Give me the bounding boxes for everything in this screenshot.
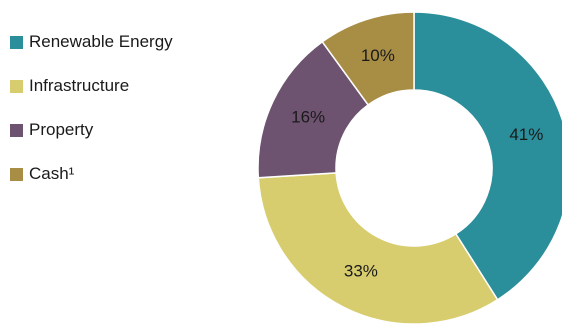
legend-swatch-cash [10, 167, 23, 181]
donut-slice-renewable-energy [413, 11, 562, 301]
legend-swatch-property [10, 123, 23, 137]
data-label-infrastructure: 33% [344, 262, 378, 281]
donut-slice-cash [321, 11, 415, 106]
data-label-property: 16% [291, 108, 325, 127]
data-label-cash: 10% [361, 46, 395, 65]
legend-label-infrastructure: Infrastructure [29, 76, 130, 95]
legend-label-cash: Cash¹ [29, 164, 75, 183]
donut-slice-property [257, 40, 370, 179]
legend-item-cash: Cash¹ [10, 163, 173, 185]
chart-legend: Renewable Energy Infrastructure Property… [10, 31, 173, 207]
legend-label-property: Property [29, 120, 94, 139]
data-label-renewable-energy: 41% [509, 125, 543, 144]
legend-swatch-infrastructure [10, 79, 23, 93]
legend-item-property: Property [10, 119, 173, 141]
legend-item-renewable-energy: Renewable Energy [10, 31, 173, 53]
legend-label-renewable-energy: Renewable Energy [29, 32, 173, 51]
legend-item-infrastructure: Infrastructure [10, 75, 173, 97]
donut-slice-infrastructure [257, 172, 499, 324]
legend-swatch-renewable-energy [10, 35, 23, 49]
